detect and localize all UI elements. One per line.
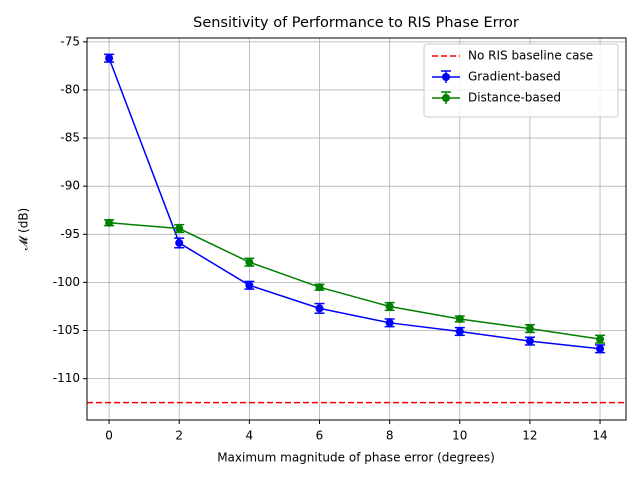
x-axis-label: Maximum magnitude of phase error (degree… — [217, 451, 495, 465]
marker — [105, 218, 114, 227]
y-tick-label: -95 — [60, 227, 80, 241]
series-line — [109, 221, 601, 340]
series-line — [108, 57, 601, 350]
x-tick-label: 0 — [105, 429, 113, 443]
chart-title: Sensitivity of Performance to RIS Phase … — [193, 15, 519, 31]
y-tick-label: -110 — [53, 371, 80, 385]
marker — [245, 281, 254, 290]
x-tick-label: 14 — [592, 429, 607, 443]
marker — [455, 314, 464, 323]
legend-box — [423, 43, 619, 118]
marker — [105, 54, 114, 63]
marker — [455, 327, 464, 336]
marker — [245, 258, 254, 267]
legend-label: Distance-based — [468, 91, 561, 105]
x-tick-label: 10 — [452, 429, 467, 443]
marker — [315, 304, 324, 313]
marker — [385, 302, 394, 311]
x-tick-label: 4 — [246, 429, 254, 443]
plot-frame — [86, 37, 627, 421]
marker — [596, 344, 605, 353]
legend-swatch — [442, 94, 450, 102]
x-tick-label: 2 — [175, 429, 183, 443]
legend-label: No RIS baseline case — [468, 49, 593, 63]
y-tick-label: -100 — [53, 275, 80, 289]
legend-label: Gradient-based — [468, 70, 561, 84]
y-tick-label: -85 — [60, 131, 80, 145]
marker — [385, 318, 394, 327]
y-tick-label: -105 — [53, 323, 80, 337]
marker — [525, 324, 534, 333]
marker — [315, 283, 324, 292]
x-tick-label: 6 — [316, 429, 324, 443]
legend-swatch — [442, 73, 450, 81]
marker — [596, 335, 605, 344]
x-tick-label: 12 — [522, 429, 537, 443]
marker — [175, 224, 184, 233]
marker — [175, 238, 184, 247]
y-tick-label: -80 — [60, 82, 80, 96]
y-tick-label: -75 — [60, 34, 80, 48]
marker — [525, 337, 534, 346]
x-tick-label: 8 — [386, 429, 394, 443]
y-axis-label: 𝓜 (dB) — [17, 208, 31, 250]
y-tick-label: -90 — [60, 179, 80, 193]
